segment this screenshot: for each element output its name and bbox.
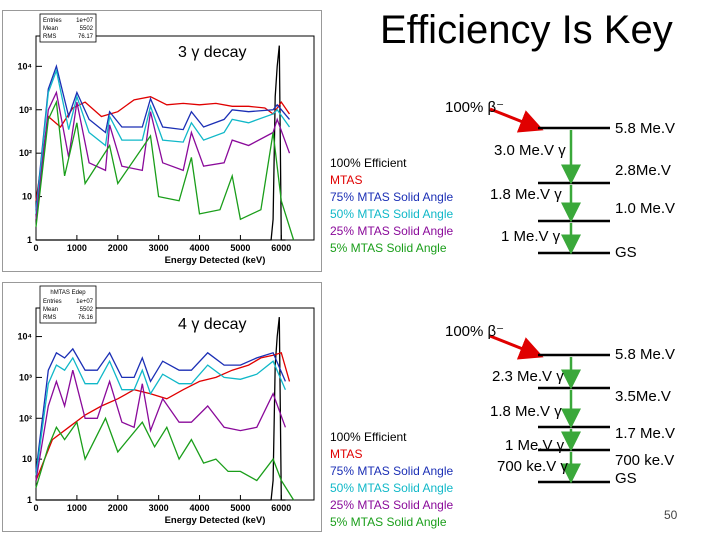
series-line-3 <box>35 68 291 214</box>
stats-box: Entries 1e+07 Mean 5502 RMS 76.17 <box>39 13 97 43</box>
stats-key: RMS <box>43 34 56 40</box>
x-tick-label: 0 <box>33 503 38 513</box>
legend-item: 75% MTAS Solid Angle <box>330 464 454 478</box>
level-label: 1.7 Me.V <box>615 425 676 442</box>
legend-item: MTAS <box>330 447 363 461</box>
x-tick-label: 4000 <box>190 503 210 513</box>
y-tick-label: 1 <box>27 235 32 245</box>
level-label: 3.5Me.V <box>615 388 671 405</box>
stats-frame <box>39 285 97 324</box>
legend-3gamma: 100% Efficient MTAS 75% MTAS Solid Angle… <box>330 155 453 257</box>
x-tick-label: 4000 <box>190 243 210 253</box>
y-tick-label: 10³ <box>19 105 32 115</box>
y-tick-label: 10 <box>22 192 32 202</box>
y-tick-label: 10³ <box>19 372 32 382</box>
level-label: GS <box>615 244 637 261</box>
level-label: 5.8 Me.V <box>615 346 676 363</box>
x-axis-label: Energy Detected (keV) <box>165 255 266 266</box>
series-line-4 <box>35 90 291 220</box>
legend-item: 25% MTAS Solid Angle <box>330 224 454 238</box>
stats-title: hMTAS Edep <box>50 290 86 296</box>
y-tick-label: 1 <box>27 495 32 505</box>
x-tick-label: 1000 <box>67 243 87 253</box>
stats-key: Mean <box>43 26 58 32</box>
y-tick-label: 10⁴ <box>18 61 32 71</box>
x-tick-label: 6000 <box>271 243 291 253</box>
gamma-label: 3.0 Me.V γ <box>494 142 566 159</box>
series-line-1 <box>35 351 291 481</box>
spectrum-chart-4gamma: 0 1000 2000 3000 4000 5000 6000 1 10 10² 10³ 10⁴ Ene… <box>2 282 322 532</box>
level-scheme-4gamma <box>489 334 610 484</box>
beta-arrow <box>489 334 544 360</box>
legend-item: 100% Efficient <box>330 156 407 170</box>
legend-item: MTAS <box>330 173 363 187</box>
x-tick-label: 6000 <box>271 503 291 513</box>
stats-frame <box>39 13 97 43</box>
beta-label: 100% β⁻ <box>445 99 505 116</box>
stats-box: hMTAS Edep Entries 1e+07 Mean 5502 RMS 76.16 <box>39 285 97 324</box>
stats-key: Entries <box>43 18 62 24</box>
x-tick-label: 2000 <box>108 243 128 253</box>
series-line-5 <box>35 416 295 501</box>
series-line-0 <box>36 45 286 241</box>
stats-key: RMS <box>43 315 56 321</box>
level-scheme-3gamma <box>489 107 610 255</box>
y-tick-label: 10² <box>19 413 32 423</box>
y-tick-label: 10² <box>19 148 32 158</box>
legend-item: 25% MTAS Solid Angle <box>330 498 454 512</box>
gamma-label: 700 ke.V γ <box>497 458 568 475</box>
series-line-3 <box>35 356 286 476</box>
x-axis-label: Energy Detected (keV) <box>165 515 266 526</box>
stats-value: 5502 <box>80 307 94 313</box>
gamma-label: 1 Me.V γ <box>505 437 565 454</box>
stats-value: 1e+07 <box>76 299 94 305</box>
beta-label: 100% β⁻ <box>445 323 505 340</box>
series-line-4 <box>35 370 287 481</box>
x-tick-label: 1000 <box>67 503 87 513</box>
stats-key: Mean <box>43 307 58 313</box>
series-line-1 <box>35 96 291 201</box>
page-number: 50 <box>664 508 678 522</box>
panel-label-4gamma: 4 γ decay <box>176 316 249 334</box>
level-label: 5.8 Me.V <box>615 120 676 137</box>
x-tick-label: 3000 <box>149 503 169 513</box>
legend-item: 50% MTAS Solid Angle <box>330 207 454 221</box>
plot-area <box>35 307 315 501</box>
legend-item: 5% MTAS Solid Angle <box>330 515 447 529</box>
slide-title: Efficiency Is Key <box>380 8 673 52</box>
stats-key: Entries <box>43 299 62 305</box>
stats-value: 76.16 <box>78 315 94 321</box>
plot-area <box>35 35 315 241</box>
gamma-label: 2.3 Me.V γ <box>492 368 564 385</box>
level-label: 2.8Me.V <box>615 162 671 179</box>
legend-item: 5% MTAS Solid Angle <box>330 241 447 255</box>
y-tick-label: 10⁴ <box>18 332 32 342</box>
series-line-5 <box>35 99 295 241</box>
stats-value: 5502 <box>80 26 94 32</box>
legend-item: 75% MTAS Solid Angle <box>330 190 454 204</box>
y-tick-label: 10 <box>22 454 32 464</box>
beta-arrow <box>489 107 544 133</box>
legend-item: 50% MTAS Solid Angle <box>330 481 454 495</box>
x-tick-label: 2000 <box>108 503 128 513</box>
level-label: GS <box>615 470 637 487</box>
x-tick-label: 3000 <box>149 243 169 253</box>
legend-4gamma: 100% Efficient MTAS 75% MTAS Solid Angle… <box>330 429 453 531</box>
panel-label-3gamma: 3 γ decay <box>176 44 249 62</box>
level-label: 700 ke.V <box>615 452 675 469</box>
gamma-label: 1.8 Me.V γ <box>490 186 562 203</box>
series-line-2 <box>35 64 290 210</box>
x-tick-label: 5000 <box>230 503 250 513</box>
spectrum-chart-3gamma: 0 1000 2000 3000 4000 5000 6000 1 10 10² 10³ 10⁴ Ene… <box>2 10 322 272</box>
stats-value: 76.17 <box>78 34 94 40</box>
stats-value: 1e+07 <box>76 18 94 24</box>
gamma-label: 1.8 Me.V γ <box>490 403 562 420</box>
gamma-label: 1 Me.V γ <box>501 228 561 245</box>
series-line-2 <box>35 347 286 472</box>
x-tick-label: 0 <box>33 243 38 253</box>
x-tick-label: 5000 <box>230 243 250 253</box>
level-label: 1.0 Me.V <box>615 200 676 217</box>
legend-item: 100% Efficient <box>330 430 407 444</box>
